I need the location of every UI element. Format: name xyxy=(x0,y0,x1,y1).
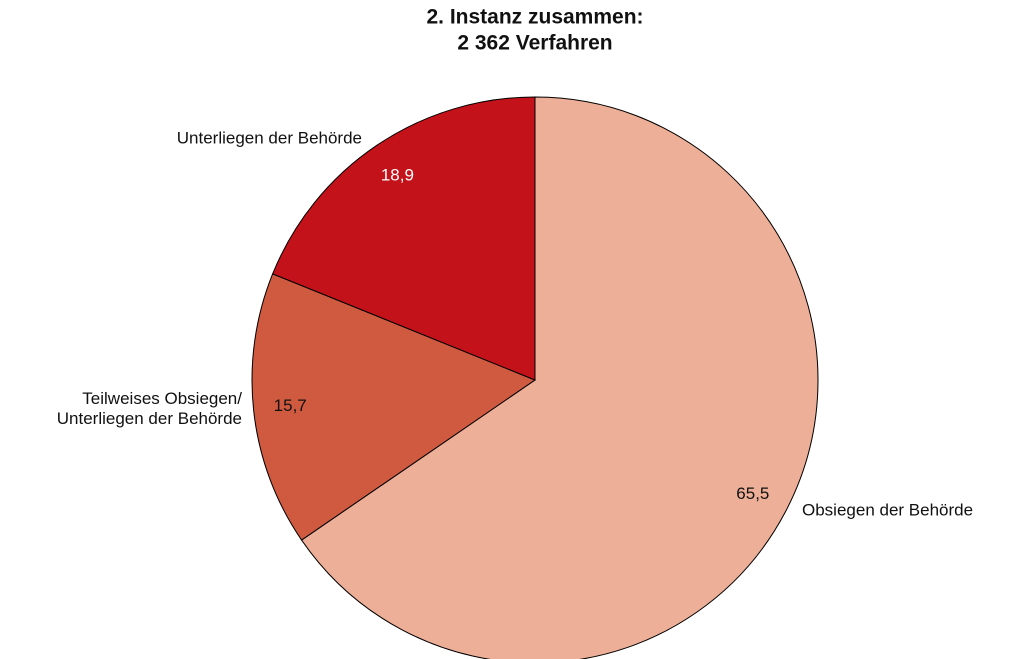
chart-subtitle: 2 362 Verfahren xyxy=(457,32,612,55)
value-label: 18,9 xyxy=(381,165,414,184)
category-label: Obsiegen der Behörde xyxy=(802,500,973,519)
chart-title: 2. Instanz zusammen: xyxy=(426,6,643,29)
value-label: 65,5 xyxy=(736,484,769,503)
pie-slice xyxy=(300,96,819,659)
category-label: Unterliegen der Behörde xyxy=(177,128,362,147)
category-label: Teilweises Obsiegen/Unterliegen der Behö… xyxy=(57,389,242,428)
pie-slice xyxy=(272,96,536,381)
pie-slice xyxy=(251,273,537,541)
value-label: 15,7 xyxy=(274,396,307,415)
